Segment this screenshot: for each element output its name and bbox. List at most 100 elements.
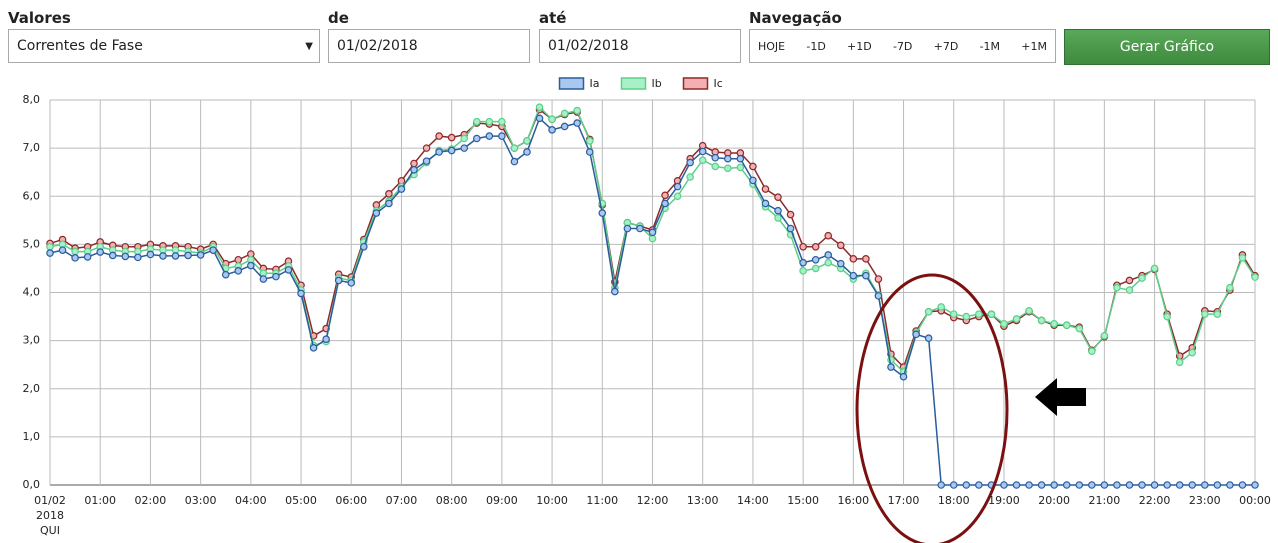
data-point [472, 117, 481, 126]
highlight-ellipse [855, 273, 1009, 543]
data-point [661, 191, 669, 200]
y-tick-label: 6,0 [23, 189, 41, 202]
data-point [686, 158, 694, 167]
data-point [1000, 481, 1008, 489]
data-point [71, 254, 79, 262]
data-point [1025, 306, 1033, 315]
x-tick-label: 11:00 [586, 494, 619, 507]
data-point [987, 310, 996, 318]
data-point [862, 255, 870, 263]
data-point [46, 249, 54, 257]
nav-button[interactable]: +7D [933, 39, 959, 53]
data-point [686, 173, 694, 181]
data-point [1037, 481, 1046, 489]
data-point [774, 206, 782, 215]
data-point [623, 224, 632, 233]
data-point [711, 153, 720, 162]
data-point [949, 310, 958, 318]
data-point [749, 176, 757, 185]
data-point [1088, 347, 1096, 356]
data-point [1188, 348, 1197, 357]
data-point [334, 276, 343, 285]
data-point [234, 267, 243, 275]
x-tick-label: 00:00 [1239, 494, 1271, 507]
data-point [1037, 316, 1046, 325]
nav-button[interactable]: HOJE [758, 39, 786, 53]
data-point [836, 241, 845, 250]
date-input[interactable]: 01/02/2018 [539, 29, 741, 63]
data-point [1125, 481, 1134, 489]
data-point [862, 271, 870, 280]
data-point [523, 137, 531, 145]
data-point [460, 134, 469, 143]
data-point [887, 363, 895, 371]
data-point [836, 259, 845, 268]
data-point [962, 312, 971, 321]
select-value: Correntes de Fase [17, 38, 143, 54]
data-point [422, 144, 431, 152]
x-tick-label: 22:00 [1138, 494, 1171, 507]
data-point [1125, 276, 1134, 285]
data-point [108, 251, 117, 260]
data-point [811, 255, 820, 264]
data-point [485, 117, 494, 126]
data-point [912, 330, 920, 339]
data-point [937, 303, 945, 311]
data-point [799, 242, 807, 251]
submit-button[interactable]: Gerar Gráfico [1064, 29, 1270, 65]
data-point [924, 307, 933, 316]
data-point [1226, 481, 1234, 489]
data-point [1075, 481, 1084, 489]
y-tick-label: 3,0 [23, 334, 41, 347]
y-tick-label: 1,0 [23, 430, 41, 443]
data-point [247, 261, 255, 270]
y-tick-label: 5,0 [23, 237, 41, 250]
data-point [1150, 481, 1159, 489]
data-point [736, 163, 745, 172]
nav-button[interactable]: -7D [892, 39, 913, 53]
data-point [385, 199, 393, 208]
data-point [1025, 481, 1033, 489]
x-tick-label: 02:00 [134, 494, 167, 507]
data-point [498, 132, 506, 140]
data-point [849, 271, 858, 280]
nav-button[interactable]: +1D [847, 39, 872, 53]
data-point [1238, 254, 1247, 262]
nav-button[interactable]: -1M [979, 39, 1001, 53]
x-tick-label: 19:00 [988, 494, 1020, 507]
data-point [799, 258, 807, 267]
data-point [1213, 481, 1222, 489]
select[interactable]: Correntes de Fase ▼ [8, 29, 320, 63]
data-point [184, 251, 192, 260]
data-point [849, 255, 858, 263]
nav-button[interactable]: -1D [806, 39, 826, 53]
input-value: 01/02/2018 [548, 38, 629, 54]
x-tick-label: 18:00 [937, 494, 970, 507]
data-point [1125, 286, 1134, 294]
data-point [1188, 481, 1197, 489]
x-tick-label: 23:00 [1188, 494, 1221, 507]
data-point [1251, 273, 1259, 281]
data-point [648, 228, 657, 237]
x-tick-label: 20:00 [1038, 494, 1070, 507]
data-point [360, 242, 368, 251]
data-point [1012, 481, 1021, 489]
nav-button[interactable]: +1M [1021, 39, 1047, 53]
data-point [548, 115, 556, 124]
data-point [736, 154, 745, 163]
data-point [811, 242, 820, 251]
data-point [272, 272, 280, 281]
date-input[interactable]: 01/02/2018 [328, 29, 530, 63]
data-point [510, 157, 519, 166]
data-point [786, 210, 795, 219]
x-tick-label: 12:00 [636, 494, 669, 507]
data-point [711, 162, 720, 171]
data-point [71, 247, 79, 256]
legend-label: Ia [590, 77, 600, 90]
data-point [799, 267, 807, 275]
data-point [1062, 481, 1071, 489]
data-point [1163, 481, 1171, 489]
data-point [573, 106, 581, 115]
field-label: até [539, 9, 567, 27]
data-point [824, 231, 833, 240]
